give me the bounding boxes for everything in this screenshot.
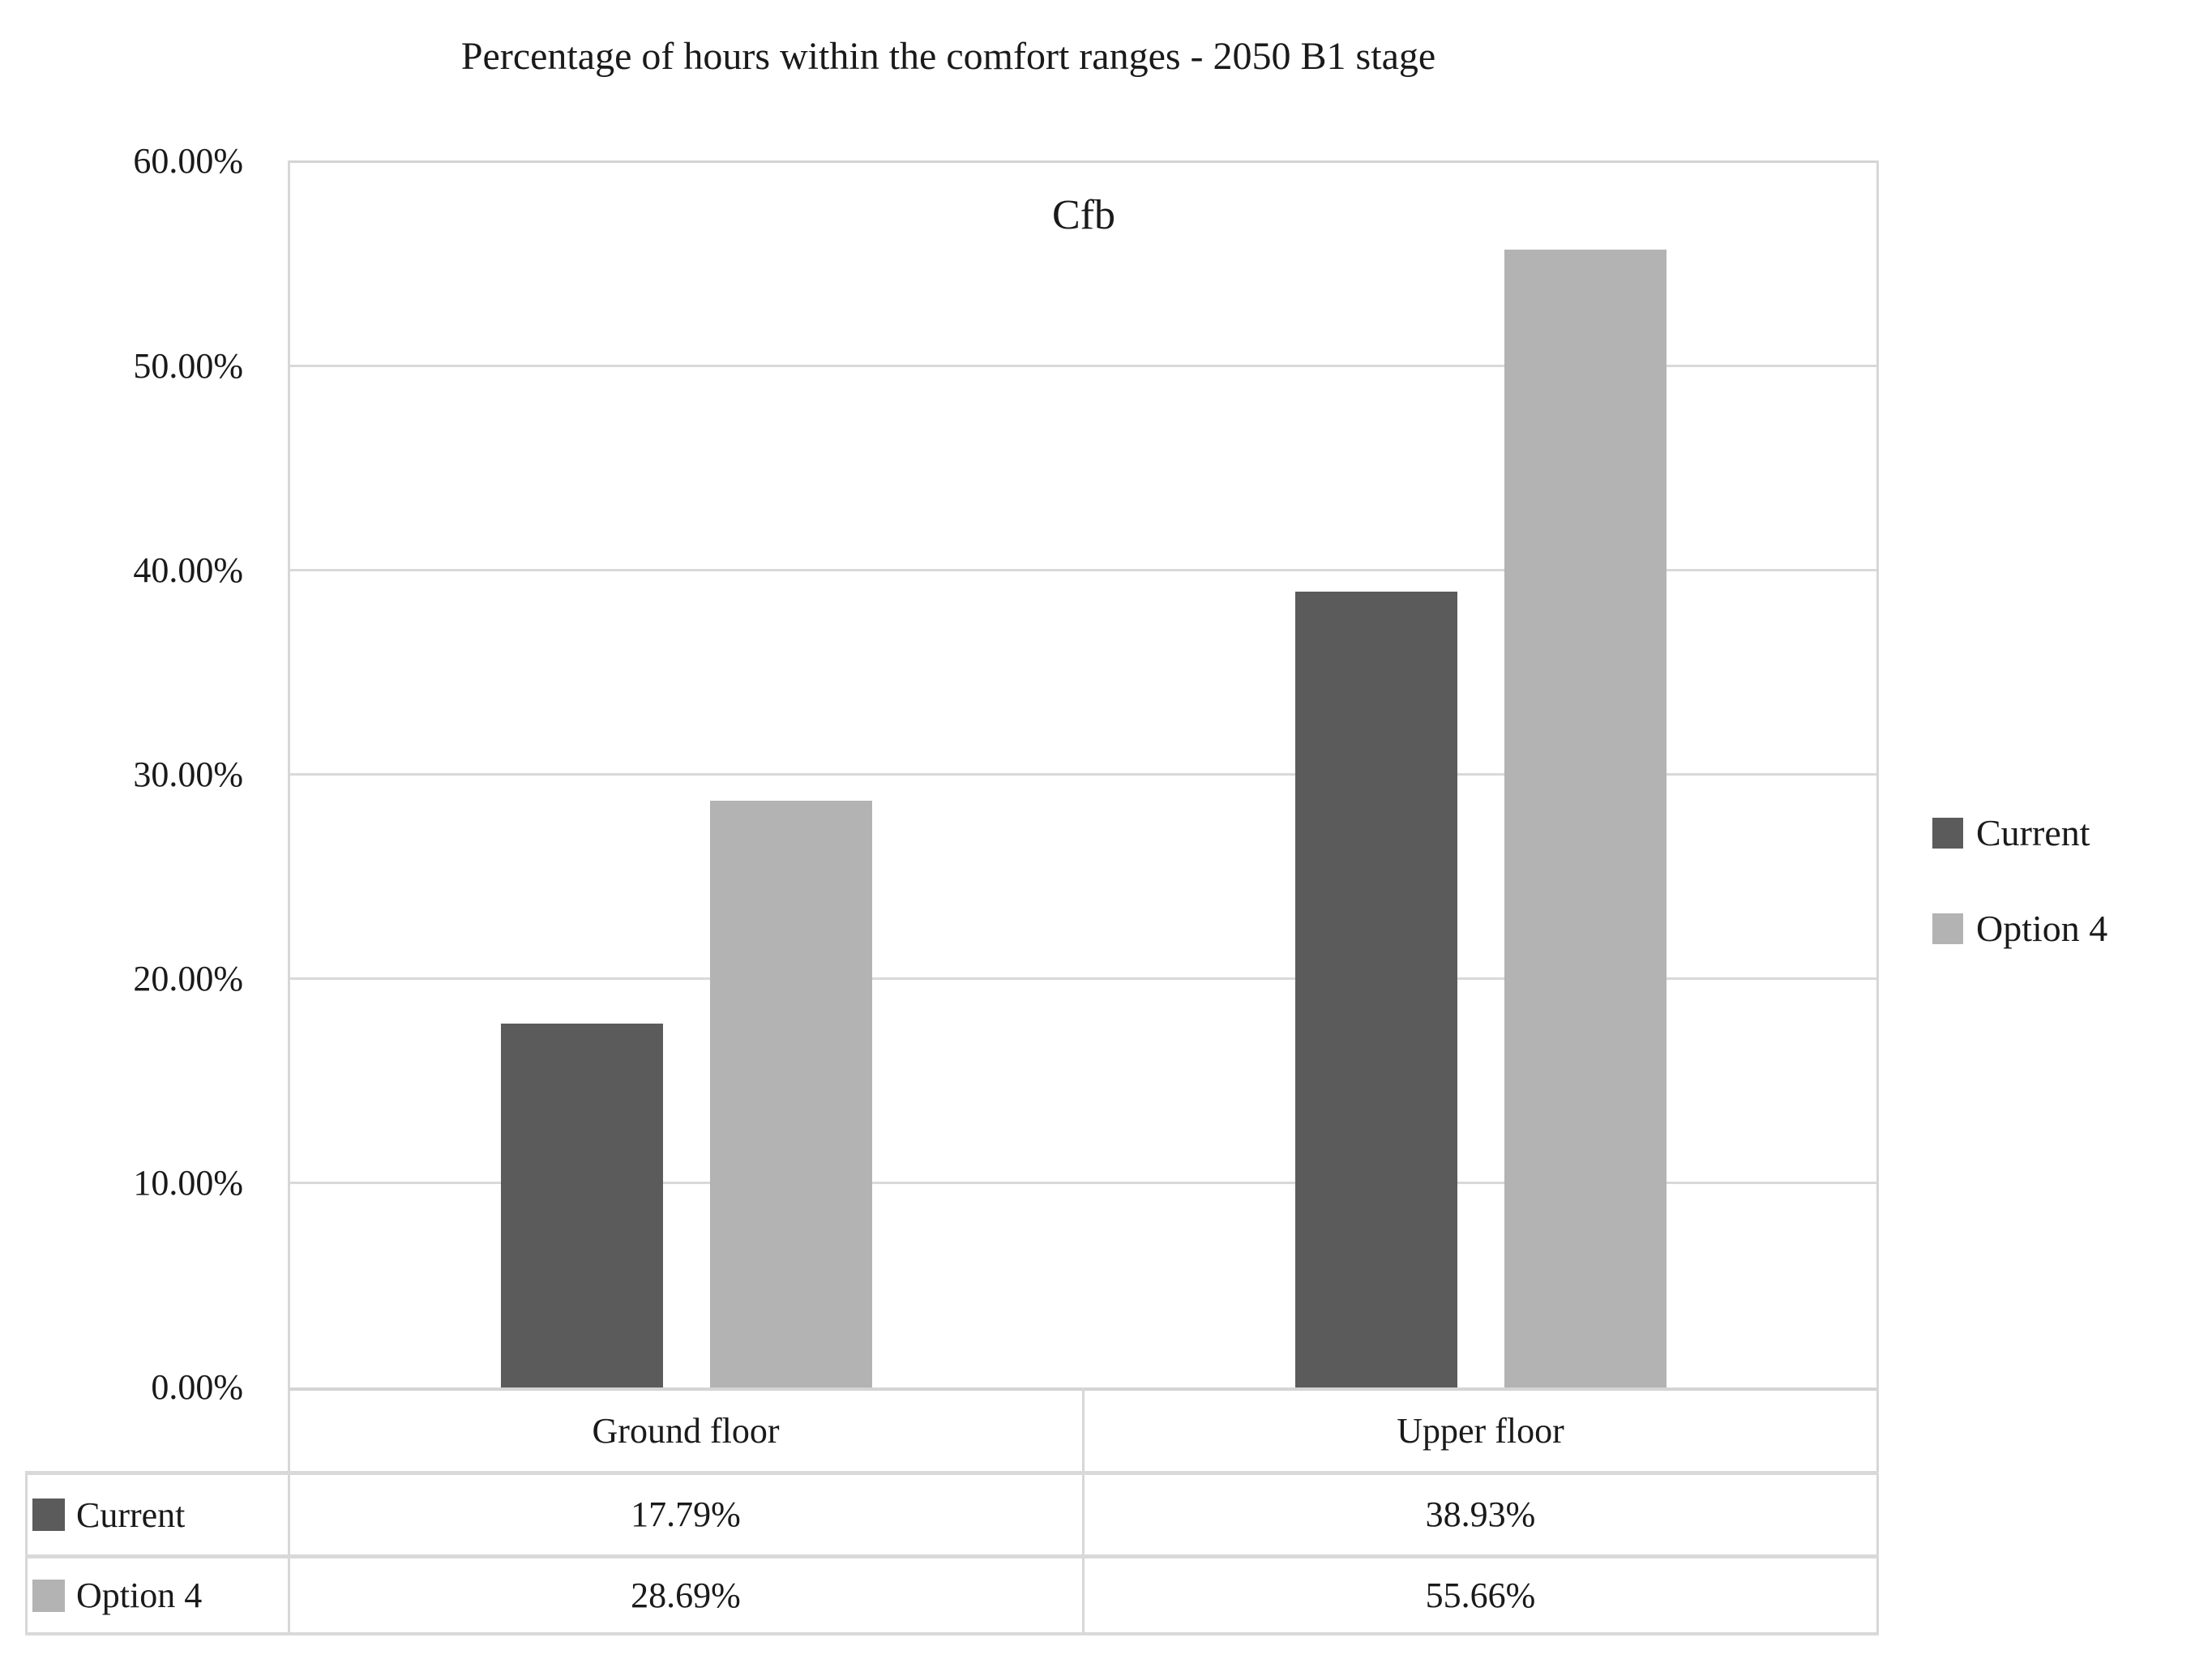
y-axis-tick-label: 10.00% [133, 1163, 243, 1203]
table-row-divider [25, 1554, 1879, 1558]
y-axis-tick-label: 60.00% [133, 141, 243, 181]
category-group-ground-floor [289, 160, 1084, 1387]
table-value-option4-upper-floor: 55.66% [1425, 1576, 1536, 1615]
table-value-current-upper-floor: 38.93% [1425, 1494, 1536, 1534]
y-axis-tick-label: 50.00% [133, 346, 243, 386]
legend: Current Option 4 [1932, 812, 2107, 950]
plot-border-top [288, 160, 1879, 163]
plot-right-border [1876, 160, 1879, 1635]
table-row-header-option4: Option 4 [28, 1558, 290, 1632]
option4-series-swatch-icon [1932, 913, 1963, 944]
legend-label: Option 4 [1976, 908, 2108, 949]
table-value-option4-ground-floor: 28.69% [631, 1576, 741, 1615]
y-axis-tick-label: 0.00% [151, 1367, 243, 1407]
bar-option4-ground-floor [710, 801, 872, 1387]
option4-series-swatch-icon [32, 1579, 65, 1612]
current-series-swatch-icon [1932, 818, 1963, 849]
table-row-divider [25, 1471, 1879, 1475]
y-axis-tick-label: 20.00% [133, 959, 243, 998]
legend-item-option4: Option 4 [1932, 908, 2107, 950]
table-bottom-border [25, 1632, 1879, 1635]
plot-left-border [288, 160, 290, 1635]
table-column-divider [1082, 1387, 1085, 1635]
chart-subtitle: Cfb [1052, 192, 1115, 238]
gridline [289, 977, 1878, 980]
legend-label: Current [1976, 812, 2090, 853]
gridline [289, 773, 1878, 776]
bar-option4-upper-floor [1504, 249, 1666, 1387]
gridline [289, 569, 1878, 571]
table-row-header-label: Option 4 [76, 1576, 203, 1615]
category-label-upper-floor: Upper floor [1397, 1411, 1564, 1451]
current-series-swatch-icon [32, 1499, 65, 1531]
table-row-header-current: Current [28, 1475, 290, 1554]
table-row-header-label: Current [76, 1494, 186, 1535]
gridline [289, 365, 1878, 367]
y-axis-tick-label: 40.00% [133, 550, 243, 590]
category-label-ground-floor: Ground floor [592, 1411, 780, 1451]
legend-item-current: Current [1932, 812, 2107, 854]
table-value-current-ground-floor: 17.79% [631, 1494, 741, 1534]
category-group-upper-floor [1084, 160, 1878, 1387]
chart-title: Percentage of hours within the comfort r… [460, 35, 1436, 78]
y-axis-tick-label: 30.00% [133, 755, 243, 794]
bar-current-upper-floor [1295, 591, 1457, 1387]
plot-area: Cfb [289, 160, 1878, 1387]
bar-current-ground-floor [501, 1024, 663, 1387]
table-left-border [25, 1471, 28, 1635]
gridline [289, 1182, 1878, 1184]
